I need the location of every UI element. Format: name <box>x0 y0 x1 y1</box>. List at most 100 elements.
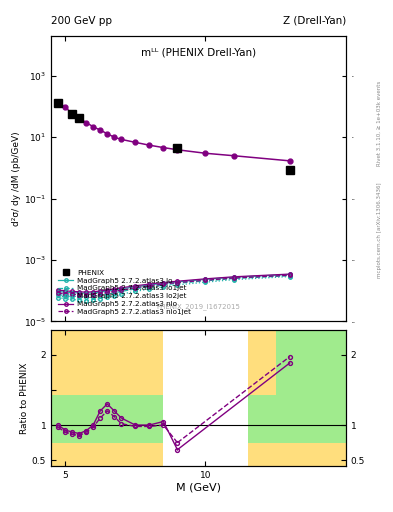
Text: Rivet 3.1.10, ≥ 1e+03k events: Rivet 3.1.10, ≥ 1e+03k events <box>377 80 382 165</box>
MadGraph5 2.7.2.atlas3 nlo1jet <box>119 287 124 293</box>
MadGraph5 2.7.2.atlas3 nlo1jet <box>84 292 88 298</box>
MadGraph5 2.7.2.atlas3 lo <box>133 284 138 290</box>
MadGraph5 2.7.2.atlas3 nlo1jet <box>105 289 110 295</box>
Line: MadGraph5 2.7.2.atlas3 lo1jet: MadGraph5 2.7.2.atlas3 lo1jet <box>56 274 292 298</box>
MadGraph5 2.7.2.atlas3 lo <box>91 290 95 296</box>
MadGraph5 2.7.2.atlas3 lo1jet <box>98 292 103 298</box>
MadGraph5 2.7.2.atlas3 lo1jet <box>147 284 152 290</box>
MadGraph5 2.7.2.atlas3 lo2jet <box>133 288 138 294</box>
MadGraph5 2.7.2.atlas3 lo2jet <box>105 294 110 300</box>
MadGraph5 2.7.2.atlas3 nlo1jet <box>175 280 180 286</box>
MadGraph5 2.7.2.atlas3 lo1jet <box>231 275 236 282</box>
MadGraph5 2.7.2.atlas3 nlo1jet <box>63 291 68 297</box>
MadGraph5 2.7.2.atlas3 nlo <box>231 274 236 280</box>
MadGraph5 2.7.2.atlas3 lo1jet <box>84 294 88 300</box>
MadGraph5 2.7.2.atlas3 lo1jet <box>175 280 180 286</box>
MadGraph5 2.7.2.atlas3 nlo <box>112 286 117 292</box>
MadGraph5 2.7.2.atlas3 lo <box>56 288 61 294</box>
MadGraph5 2.7.2.atlas3 nlo <box>70 288 75 294</box>
MadGraph5 2.7.2.atlas3 nlo1jet <box>70 291 75 297</box>
MadGraph5 2.7.2.atlas3 nlo <box>175 278 180 284</box>
MadGraph5 2.7.2.atlas3 nlo <box>84 289 88 295</box>
MadGraph5 2.7.2.atlas3 lo <box>112 287 117 293</box>
MadGraph5 2.7.2.atlas3 nlo1jet <box>161 281 166 287</box>
MadGraph5 2.7.2.atlas3 nlo <box>133 283 138 289</box>
MadGraph5 2.7.2.atlas3 nlo <box>161 280 166 286</box>
MadGraph5 2.7.2.atlas3 nlo1jet <box>133 285 138 291</box>
MadGraph5 2.7.2.atlas3 lo <box>287 271 292 278</box>
MadGraph5 2.7.2.atlas3 lo2jet <box>56 294 61 301</box>
MadGraph5 2.7.2.atlas3 nlo1jet <box>203 277 208 283</box>
MadGraph5 2.7.2.atlas3 nlo1jet <box>77 291 81 297</box>
MadGraph5 2.7.2.atlas3 nlo1jet <box>98 291 103 297</box>
MadGraph5 2.7.2.atlas3 nlo <box>105 287 110 293</box>
Text: mcplots.cern.ch [arXiv:1306.3436]: mcplots.cern.ch [arXiv:1306.3436] <box>377 183 382 278</box>
MadGraph5 2.7.2.atlas3 nlo <box>119 285 124 291</box>
MadGraph5 2.7.2.atlas3 lo2jet <box>147 286 152 292</box>
MadGraph5 2.7.2.atlas3 lo1jet <box>63 292 68 298</box>
MadGraph5 2.7.2.atlas3 lo <box>161 280 166 286</box>
Text: PHENIX_2019_I1672015: PHENIX_2019_I1672015 <box>156 303 241 310</box>
Line: MadGraph5 2.7.2.atlas3 lo2jet: MadGraph5 2.7.2.atlas3 lo2jet <box>56 275 292 302</box>
MadGraph5 2.7.2.atlas3 nlo1jet <box>231 275 236 281</box>
MadGraph5 2.7.2.atlas3 nlo <box>203 276 208 282</box>
PHENIX <box>175 145 180 151</box>
MadGraph5 2.7.2.atlas3 lo2jet <box>119 291 124 297</box>
MadGraph5 2.7.2.atlas3 lo2jet <box>84 297 88 304</box>
MadGraph5 2.7.2.atlas3 lo <box>231 274 236 281</box>
MadGraph5 2.7.2.atlas3 lo1jet <box>133 286 138 292</box>
MadGraph5 2.7.2.atlas3 lo1jet <box>287 272 292 279</box>
MadGraph5 2.7.2.atlas3 lo2jet <box>287 273 292 280</box>
MadGraph5 2.7.2.atlas3 lo <box>77 290 81 296</box>
MadGraph5 2.7.2.atlas3 lo2jet <box>175 282 180 288</box>
Text: mᴸᴸ (PHENIX Drell-Yan): mᴸᴸ (PHENIX Drell-Yan) <box>141 47 256 57</box>
Legend: PHENIX, MadGraph5 2.7.2.atlas3 lo, MadGraph5 2.7.2.atlas3 lo1jet, MadGraph5 2.7.: PHENIX, MadGraph5 2.7.2.atlas3 lo, MadGr… <box>55 267 194 318</box>
PHENIX <box>56 100 61 106</box>
MadGraph5 2.7.2.atlas3 lo <box>175 279 180 285</box>
MadGraph5 2.7.2.atlas3 lo <box>105 288 110 294</box>
MadGraph5 2.7.2.atlas3 lo <box>147 282 152 288</box>
MadGraph5 2.7.2.atlas3 nlo1jet <box>91 291 95 297</box>
MadGraph5 2.7.2.atlas3 lo <box>63 289 68 295</box>
MadGraph5 2.7.2.atlas3 lo1jet <box>70 293 75 299</box>
MadGraph5 2.7.2.atlas3 lo1jet <box>203 278 208 284</box>
MadGraph5 2.7.2.atlas3 lo1jet <box>105 291 110 297</box>
MadGraph5 2.7.2.atlas3 lo2jet <box>91 297 95 303</box>
MadGraph5 2.7.2.atlas3 lo2jet <box>203 279 208 285</box>
Text: 200 GeV pp: 200 GeV pp <box>51 16 112 26</box>
MadGraph5 2.7.2.atlas3 lo2jet <box>161 284 166 290</box>
MadGraph5 2.7.2.atlas3 lo1jet <box>112 290 117 296</box>
MadGraph5 2.7.2.atlas3 lo <box>84 290 88 296</box>
MadGraph5 2.7.2.atlas3 lo1jet <box>77 293 81 300</box>
Line: MadGraph5 2.7.2.atlas3 nlo: MadGraph5 2.7.2.atlas3 nlo <box>56 272 292 294</box>
MadGraph5 2.7.2.atlas3 nlo1jet <box>147 283 152 289</box>
Line: MadGraph5 2.7.2.atlas3 lo: MadGraph5 2.7.2.atlas3 lo <box>56 273 292 295</box>
MadGraph5 2.7.2.atlas3 nlo <box>63 288 68 294</box>
MadGraph5 2.7.2.atlas3 lo2jet <box>77 297 81 303</box>
MadGraph5 2.7.2.atlas3 lo <box>203 276 208 283</box>
Line: PHENIX: PHENIX <box>54 99 294 174</box>
MadGraph5 2.7.2.atlas3 lo2jet <box>70 296 75 303</box>
MadGraph5 2.7.2.atlas3 nlo <box>98 288 103 294</box>
Y-axis label: Ratio to PHENIX: Ratio to PHENIX <box>20 362 29 434</box>
MadGraph5 2.7.2.atlas3 lo2jet <box>63 295 68 302</box>
X-axis label: M (GeV): M (GeV) <box>176 482 221 493</box>
MadGraph5 2.7.2.atlas3 lo1jet <box>119 288 124 294</box>
MadGraph5 2.7.2.atlas3 lo2jet <box>112 293 117 299</box>
MadGraph5 2.7.2.atlas3 nlo <box>77 289 81 295</box>
MadGraph5 2.7.2.atlas3 lo <box>70 290 75 296</box>
MadGraph5 2.7.2.atlas3 lo1jet <box>91 293 95 300</box>
MadGraph5 2.7.2.atlas3 nlo1jet <box>112 288 117 294</box>
MadGraph5 2.7.2.atlas3 lo <box>98 289 103 295</box>
MadGraph5 2.7.2.atlas3 lo2jet <box>98 295 103 302</box>
PHENIX <box>70 112 75 118</box>
Text: Z (Drell-Yan): Z (Drell-Yan) <box>283 16 346 26</box>
MadGraph5 2.7.2.atlas3 nlo <box>56 287 61 293</box>
MadGraph5 2.7.2.atlas3 lo <box>119 286 124 292</box>
MadGraph5 2.7.2.atlas3 nlo1jet <box>287 272 292 279</box>
Line: MadGraph5 2.7.2.atlas3 nlo1jet: MadGraph5 2.7.2.atlas3 nlo1jet <box>56 273 292 296</box>
PHENIX <box>287 167 292 173</box>
Y-axis label: d²σ/ dy /dM (pb/GeV): d²σ/ dy /dM (pb/GeV) <box>12 132 21 226</box>
MadGraph5 2.7.2.atlas3 lo1jet <box>161 282 166 288</box>
MadGraph5 2.7.2.atlas3 lo1jet <box>56 291 61 297</box>
